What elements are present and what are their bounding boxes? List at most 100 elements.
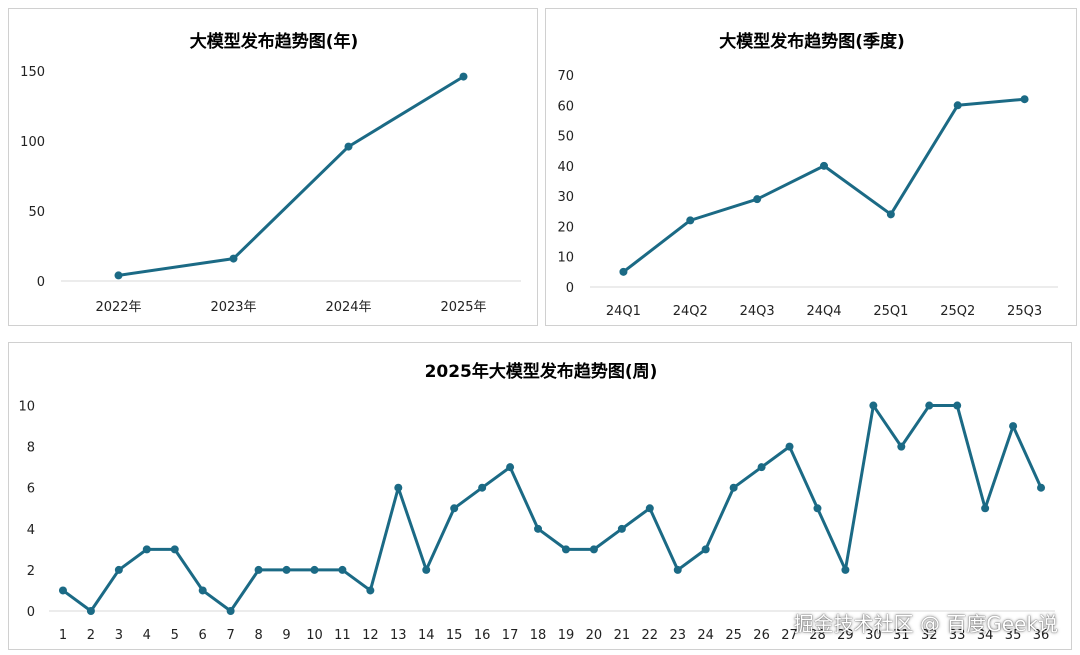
data-point xyxy=(114,565,123,574)
data-point xyxy=(813,504,822,513)
data-point xyxy=(338,565,347,574)
data-point xyxy=(561,545,570,554)
chart-title: 大模型发布趋势图(季度) xyxy=(719,31,905,52)
data-point xyxy=(506,463,515,472)
data-point xyxy=(198,586,207,595)
y-tick-label: 8 xyxy=(27,441,35,456)
data-point xyxy=(450,504,459,513)
x-tick-label: 25Q3 xyxy=(1007,304,1042,319)
weekly-chart-panel: 2025年大模型发布趋势图(周) 0 2 4 6 8 10 1 2 3 4 5 6 7 8 9 10 11 12 13… xyxy=(8,342,1072,650)
x-tick-label: 24Q1 xyxy=(606,304,641,319)
data-point xyxy=(459,72,468,81)
data-point xyxy=(394,483,403,492)
y-tick-label: 40 xyxy=(557,160,574,175)
x-tick-label: 16 xyxy=(474,628,491,643)
x-tick-label: 25 xyxy=(725,628,742,643)
x-tick-label: 35 xyxy=(1005,628,1022,643)
data-point xyxy=(86,607,95,615)
y-tick-label: 0 xyxy=(566,281,574,296)
x-tick-label: 11 xyxy=(334,628,351,643)
data-point xyxy=(619,267,628,276)
y-tick-label: 0 xyxy=(27,605,35,620)
x-tick-label: 32 xyxy=(921,628,938,643)
y-tick-label: 10 xyxy=(18,400,35,415)
x-tick-label: 25Q2 xyxy=(940,304,975,319)
data-point xyxy=(1020,95,1029,104)
x-tick-label: 2023年 xyxy=(210,300,256,315)
quarterly-chart: 大模型发布趋势图(季度) 0 10 20 30 40 50 60 70 24Q1 24Q2 24Q3 2… xyxy=(557,31,1058,319)
data-point xyxy=(897,442,906,451)
data-point xyxy=(114,271,123,280)
x-tick-label: 10 xyxy=(306,628,323,643)
x-tick-label: 26 xyxy=(753,628,770,643)
y-tick-label: 0 xyxy=(37,275,45,290)
yearly-chart: 大模型发布趋势图(年) 0 50 100 150 2022年 2023年 2024年 2025年 xyxy=(20,31,521,315)
x-tick-label: 29 xyxy=(837,628,854,643)
data-point xyxy=(1037,483,1046,492)
y-tick-label: 4 xyxy=(27,523,35,538)
x-tick-label: 15 xyxy=(446,628,463,643)
x-tick-label: 1 xyxy=(59,628,67,643)
x-tick-label: 7 xyxy=(226,628,234,643)
x-tick-label: 18 xyxy=(530,628,547,643)
data-point xyxy=(673,565,682,574)
x-tick-label: 21 xyxy=(614,628,631,643)
x-tick-label: 19 xyxy=(558,628,575,643)
y-tick-label: 60 xyxy=(557,99,574,114)
data-point xyxy=(422,565,431,574)
series-line xyxy=(621,97,1027,274)
x-tick-label: 3 xyxy=(115,628,123,643)
data-point xyxy=(534,524,543,533)
chart-title: 大模型发布趋势图(年) xyxy=(190,31,359,52)
x-tick-label: 4 xyxy=(143,628,151,643)
x-tick-label: 2 xyxy=(87,628,95,643)
x-tick-label: 8 xyxy=(254,628,262,643)
x-tick-label: 24Q3 xyxy=(740,304,775,319)
x-tick-label: 2022年 xyxy=(95,300,141,315)
data-point xyxy=(729,483,738,492)
y-tick-label: 150 xyxy=(20,65,45,80)
data-point xyxy=(953,401,962,410)
data-point xyxy=(886,210,895,219)
x-tick-label: 30 xyxy=(865,628,882,643)
x-tick-label: 2025年 xyxy=(440,300,486,315)
data-point xyxy=(344,142,353,151)
y-tick-label: 70 xyxy=(557,69,574,84)
x-tick-label: 14 xyxy=(418,628,435,643)
chart-title: 2025年大模型发布趋势图(周) xyxy=(425,361,658,382)
y-tick-label: 2 xyxy=(27,564,35,579)
x-tick-label: 34 xyxy=(977,628,994,643)
x-tick-label: 20 xyxy=(586,628,603,643)
x-tick-label: 13 xyxy=(390,628,407,643)
x-tick-label: 31 xyxy=(893,628,910,643)
x-tick-label: 27 xyxy=(781,628,798,643)
x-tick-label: 36 xyxy=(1033,628,1050,643)
x-tick-label: 24Q4 xyxy=(806,304,841,319)
y-tick-label: 100 xyxy=(20,135,45,150)
data-point xyxy=(366,586,375,595)
data-point xyxy=(254,565,263,574)
x-tick-label: 6 xyxy=(199,628,207,643)
x-tick-label: 24 xyxy=(697,628,714,643)
yearly-chart-panel: 大模型发布趋势图(年) 0 50 100 150 2022年 2023年 2024年 2025年 xyxy=(8,8,538,326)
data-point xyxy=(645,504,654,513)
data-point xyxy=(686,216,695,225)
x-tick-label: 9 xyxy=(282,628,290,643)
data-point xyxy=(841,565,850,574)
series-line xyxy=(61,404,1043,613)
series-line xyxy=(117,75,465,277)
x-tick-label: 2024年 xyxy=(325,300,371,315)
data-point xyxy=(925,401,934,410)
y-tick-label: 10 xyxy=(557,251,574,266)
x-tick-label: 5 xyxy=(171,628,179,643)
data-point xyxy=(58,586,67,595)
data-point xyxy=(785,442,794,451)
data-point xyxy=(142,545,151,554)
x-tick-label: 25Q1 xyxy=(873,304,908,319)
data-point xyxy=(701,545,710,554)
x-tick-label: 22 xyxy=(642,628,659,643)
y-tick-label: 6 xyxy=(27,482,35,497)
watermark-text: 掘金技术社区 @ 百度Geek说 xyxy=(793,612,1058,636)
data-point xyxy=(617,524,626,533)
